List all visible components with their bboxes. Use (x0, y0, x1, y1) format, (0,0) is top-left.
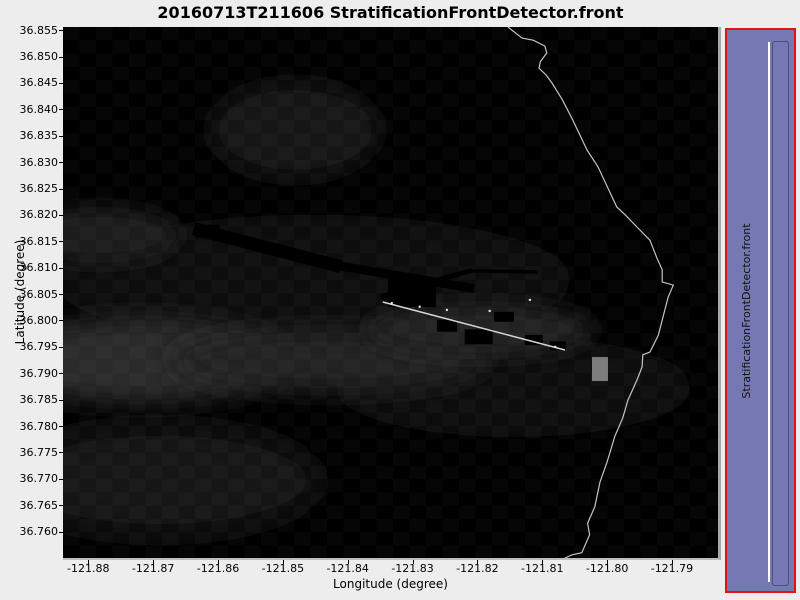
y-tick-mark (59, 241, 63, 243)
x-axis-label: Longitude (degree) (333, 577, 448, 591)
y-tick-label: 36.760 (19, 525, 59, 539)
y-tick-mark (59, 426, 63, 428)
front-point (418, 305, 421, 308)
x-tick-mark (153, 560, 155, 564)
y-tick-mark (59, 267, 63, 269)
y-tick-mark (59, 135, 63, 137)
y-axis-label: Latitude (degree) (13, 239, 27, 345)
x-tick-label: -121.84 (326, 562, 369, 575)
y-tick-label: 36.785 (19, 393, 59, 407)
y-tick-mark (59, 346, 63, 348)
x-tick-label: -121.83 (391, 562, 434, 575)
y-tick-mark (59, 162, 63, 164)
front-detection-band (329, 259, 475, 293)
legend-colorbar-frame (772, 41, 789, 586)
front-detection-blob (524, 335, 543, 346)
front-detection-blob (436, 319, 457, 332)
y-tick-label: 36.765 (19, 498, 59, 512)
x-tick-label: -121.79 (650, 562, 694, 575)
y-tick-mark (59, 505, 63, 507)
x-tick-mark (477, 560, 479, 564)
front-detection-band (467, 269, 538, 274)
y-tick-label: 36.790 (19, 366, 59, 380)
y-tick-label: 36.770 (19, 472, 59, 486)
y-tick-label: 36.810 (19, 261, 59, 275)
y-tick-label: 36.805 (19, 287, 59, 301)
y-tick-label: 36.815 (19, 234, 59, 248)
y-tick-label: 36.845 (19, 76, 59, 90)
x-tick-mark (542, 560, 544, 564)
y-tick-mark (59, 56, 63, 58)
legend-line-sample (768, 42, 770, 582)
y-tick-mark (59, 82, 63, 84)
y-tick-mark (59, 214, 63, 216)
x-tick-mark (412, 560, 414, 564)
y-tick-mark (59, 188, 63, 190)
front-point (390, 301, 393, 305)
x-tick-mark (671, 560, 673, 564)
x-tick-label: -121.82 (456, 562, 499, 575)
heatmap-scene (63, 27, 718, 558)
front-point (488, 309, 491, 313)
front-point (554, 345, 557, 349)
plot-area (63, 27, 721, 560)
y-tick-label: 36.780 (19, 419, 59, 433)
x-tick-label: -121.86 (196, 562, 240, 575)
front-detection-blob (549, 341, 566, 351)
y-tick-mark (59, 30, 63, 32)
y-tick-label: 36.825 (19, 182, 59, 196)
x-tick-mark (282, 560, 284, 564)
legend-panel[interactable]: StratificationFrontDetector.front (725, 28, 796, 593)
coastline-path (507, 27, 675, 558)
x-tick-mark (88, 560, 90, 564)
y-tick-label: 36.835 (19, 129, 59, 143)
y-tick-label: 36.775 (19, 445, 59, 459)
y-tick-mark (59, 294, 63, 296)
x-tick-label: -121.85 (261, 562, 305, 575)
front-detection-band (191, 222, 343, 273)
y-tick-label: 36.795 (19, 340, 59, 354)
y-tick-mark (59, 478, 63, 480)
front-detection-blob (493, 311, 514, 322)
front-point (528, 298, 532, 302)
x-tick-label: -121.80 (585, 562, 629, 575)
x-tick-mark (347, 560, 349, 564)
y-tick-label: 36.855 (19, 23, 59, 37)
front-detection-blob (387, 279, 436, 308)
y-tick-mark (59, 399, 63, 401)
y-tick-mark (59, 320, 63, 322)
x-tick-label: -121.81 (521, 562, 564, 575)
x-tick-mark (607, 560, 609, 564)
y-tick-label: 36.830 (19, 155, 59, 169)
legend-label: StratificationFrontDetector.front (740, 222, 753, 399)
y-tick-mark (59, 531, 63, 533)
y-tick-mark (59, 373, 63, 375)
figure-title: 20160713T211606 StratificationFrontDetec… (157, 3, 624, 22)
x-tick-label: -121.88 (67, 562, 110, 575)
front-point (445, 308, 449, 312)
y-tick-label: 36.820 (19, 208, 59, 222)
front-line (382, 301, 566, 351)
x-tick-mark (217, 560, 219, 564)
y-tick-label: 36.850 (19, 50, 59, 64)
y-tick-mark (59, 452, 63, 454)
front-detection-blob (464, 329, 493, 345)
gray-data-patch (591, 357, 608, 382)
y-tick-mark (59, 109, 63, 111)
y-tick-label: 36.800 (19, 313, 59, 327)
front-detection-blob (195, 224, 220, 238)
y-tick-label: 36.840 (19, 102, 59, 116)
x-tick-label: -121.87 (131, 562, 175, 575)
